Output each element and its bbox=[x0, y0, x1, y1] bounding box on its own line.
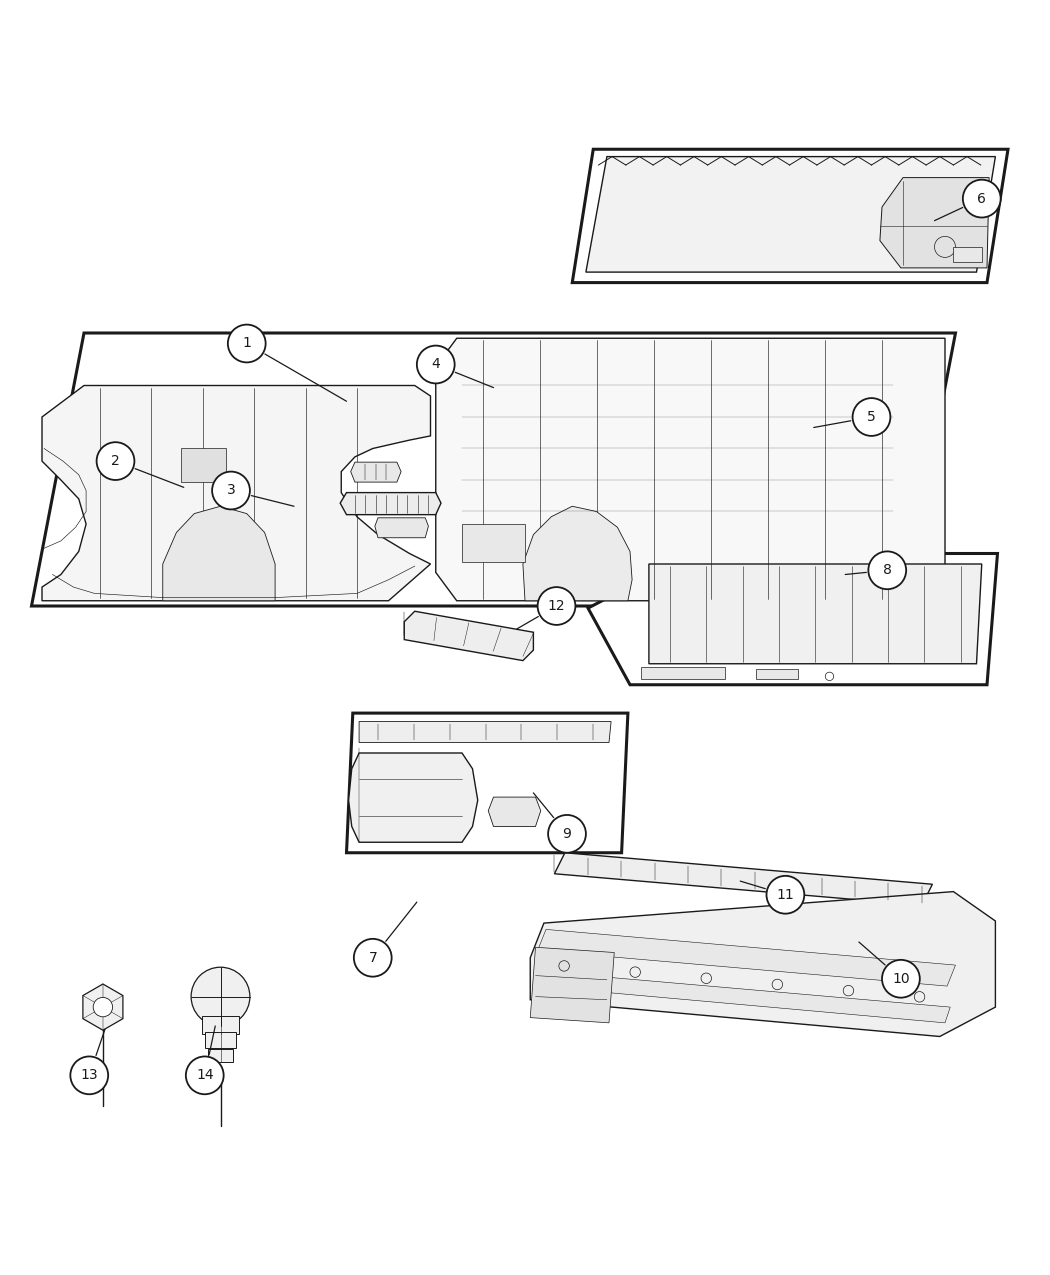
Circle shape bbox=[882, 960, 920, 997]
Text: 7: 7 bbox=[369, 951, 377, 965]
Circle shape bbox=[97, 442, 134, 479]
Polygon shape bbox=[436, 338, 945, 601]
Polygon shape bbox=[640, 667, 724, 680]
Text: 5: 5 bbox=[867, 411, 876, 425]
Polygon shape bbox=[181, 449, 226, 482]
Polygon shape bbox=[572, 149, 1008, 283]
Polygon shape bbox=[530, 947, 614, 1023]
Polygon shape bbox=[530, 891, 995, 1037]
Circle shape bbox=[186, 1057, 224, 1094]
Text: 3: 3 bbox=[227, 483, 235, 497]
Polygon shape bbox=[588, 553, 997, 685]
Circle shape bbox=[93, 997, 112, 1016]
Polygon shape bbox=[756, 669, 798, 680]
Text: 2: 2 bbox=[111, 454, 120, 468]
Text: 10: 10 bbox=[892, 972, 909, 986]
Polygon shape bbox=[32, 333, 956, 606]
Polygon shape bbox=[488, 797, 541, 826]
Polygon shape bbox=[880, 177, 989, 268]
Circle shape bbox=[212, 472, 250, 510]
Circle shape bbox=[354, 938, 392, 977]
Polygon shape bbox=[349, 754, 478, 843]
Polygon shape bbox=[523, 506, 632, 601]
Text: 9: 9 bbox=[563, 827, 571, 840]
Text: 14: 14 bbox=[196, 1068, 213, 1082]
Circle shape bbox=[766, 876, 804, 914]
Polygon shape bbox=[346, 713, 628, 853]
Polygon shape bbox=[953, 247, 982, 261]
Bar bbox=[205, 1033, 236, 1048]
Text: 8: 8 bbox=[883, 564, 891, 578]
Circle shape bbox=[548, 815, 586, 853]
Text: 1: 1 bbox=[243, 337, 251, 351]
Polygon shape bbox=[340, 492, 441, 515]
Polygon shape bbox=[462, 524, 525, 562]
Polygon shape bbox=[586, 157, 995, 272]
Circle shape bbox=[191, 968, 250, 1026]
Polygon shape bbox=[649, 564, 982, 664]
Circle shape bbox=[963, 180, 1001, 218]
Polygon shape bbox=[404, 611, 533, 660]
Circle shape bbox=[853, 398, 890, 436]
Polygon shape bbox=[538, 929, 956, 986]
Polygon shape bbox=[359, 722, 611, 742]
Polygon shape bbox=[536, 972, 950, 1023]
Bar bbox=[202, 1015, 239, 1034]
Polygon shape bbox=[554, 853, 932, 905]
Circle shape bbox=[868, 551, 906, 589]
Polygon shape bbox=[163, 506, 275, 601]
Circle shape bbox=[70, 1057, 108, 1094]
Text: 11: 11 bbox=[777, 887, 794, 901]
Text: 13: 13 bbox=[81, 1068, 98, 1082]
Circle shape bbox=[228, 325, 266, 362]
Circle shape bbox=[417, 346, 455, 384]
Text: 4: 4 bbox=[432, 357, 440, 371]
Polygon shape bbox=[351, 462, 401, 482]
Text: 6: 6 bbox=[978, 191, 986, 205]
Polygon shape bbox=[83, 984, 123, 1030]
Polygon shape bbox=[42, 385, 430, 601]
Bar bbox=[208, 1049, 233, 1062]
Text: 12: 12 bbox=[548, 599, 565, 613]
Circle shape bbox=[538, 586, 575, 625]
Polygon shape bbox=[375, 518, 428, 538]
